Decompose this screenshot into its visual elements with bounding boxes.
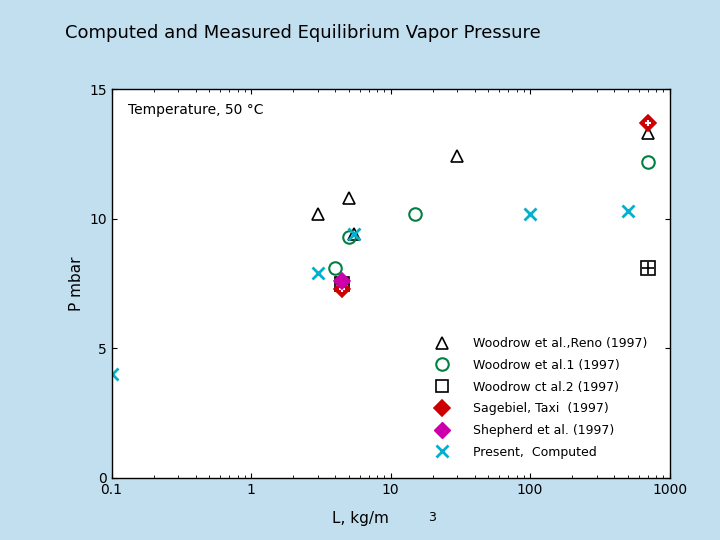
Text: Temperature, 50 °C: Temperature, 50 °C [128,103,264,117]
Text: 3: 3 [428,511,436,524]
Legend: Woodrow et al.,Reno (1997), Woodrow et al.1 (1997), Woodrow ct al.2 (1997), Sage: Woodrow et al.,Reno (1997), Woodrow et a… [424,332,652,464]
Y-axis label: P mbar: P mbar [68,256,84,310]
Text: Computed and Measured Equilibrium Vapor Pressure: Computed and Measured Equilibrium Vapor … [65,24,541,42]
Text: L, kg/m: L, kg/m [332,511,388,526]
